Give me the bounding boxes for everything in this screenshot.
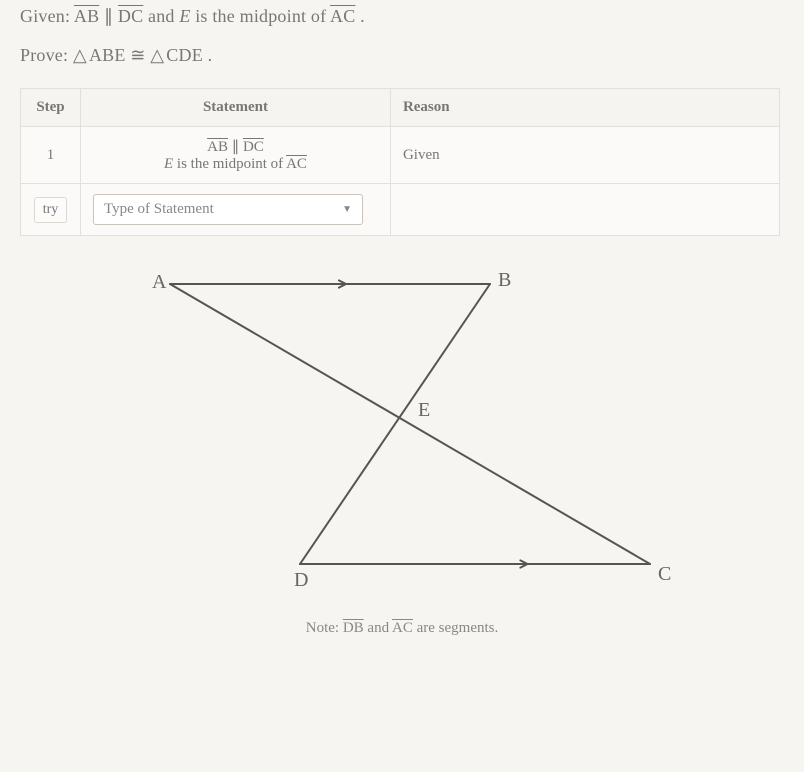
table-row: try Type of Statement ▼ (21, 184, 780, 236)
given-line: Given: AB ∥ DC and E is the midpoint of … (20, 6, 784, 27)
given-prefix: Given: (20, 6, 74, 26)
chevron-down-icon: ▼ (342, 204, 352, 215)
diagram-svg: A B C D E (110, 254, 690, 594)
segment-ac: AC (330, 6, 355, 26)
header-step: Step (21, 89, 81, 127)
segment-db: DB (343, 620, 364, 636)
svg-text:E: E (418, 399, 430, 421)
segment-ab: AB (74, 6, 99, 26)
geometry-diagram: A B C D E (20, 254, 780, 594)
dropdown-placeholder: Type of Statement (104, 201, 214, 218)
prove-line: Prove: ABE ≅ CDE . (20, 45, 784, 66)
svg-text:C: C (658, 563, 671, 585)
segment-ac-note: AC (392, 620, 413, 636)
proof-table: Step Statement Reason 1 AB ∥ DC E is the… (20, 88, 780, 236)
segment-dc: DC (118, 6, 143, 26)
point-e: E (179, 6, 190, 26)
triangle-abe: ABE (73, 45, 126, 65)
svg-text:D: D (294, 569, 308, 591)
header-statement: Statement (80, 89, 390, 127)
parallel-symbol: ∥ (104, 6, 118, 26)
reason-text: Given (403, 147, 440, 163)
statement-line-1: AB ∥ DC (93, 137, 378, 156)
header-reason: Reason (390, 89, 779, 127)
statement-line-2: E is the midpoint of AC (93, 156, 378, 173)
svg-text:A: A (152, 271, 167, 293)
svg-text:B: B (498, 269, 511, 291)
table-row: 1 AB ∥ DC E is the midpoint of AC Given (21, 127, 780, 184)
try-button[interactable]: try (34, 197, 68, 223)
prove-prefix: Prove: (20, 45, 73, 65)
note-line: Note: DB and AC are segments. (20, 620, 784, 637)
triangle-cde: CDE (150, 45, 203, 65)
step-number: 1 (47, 147, 55, 163)
congruent-symbol: ≅ (130, 45, 150, 65)
statement-type-dropdown[interactable]: Type of Statement ▼ (93, 194, 363, 225)
